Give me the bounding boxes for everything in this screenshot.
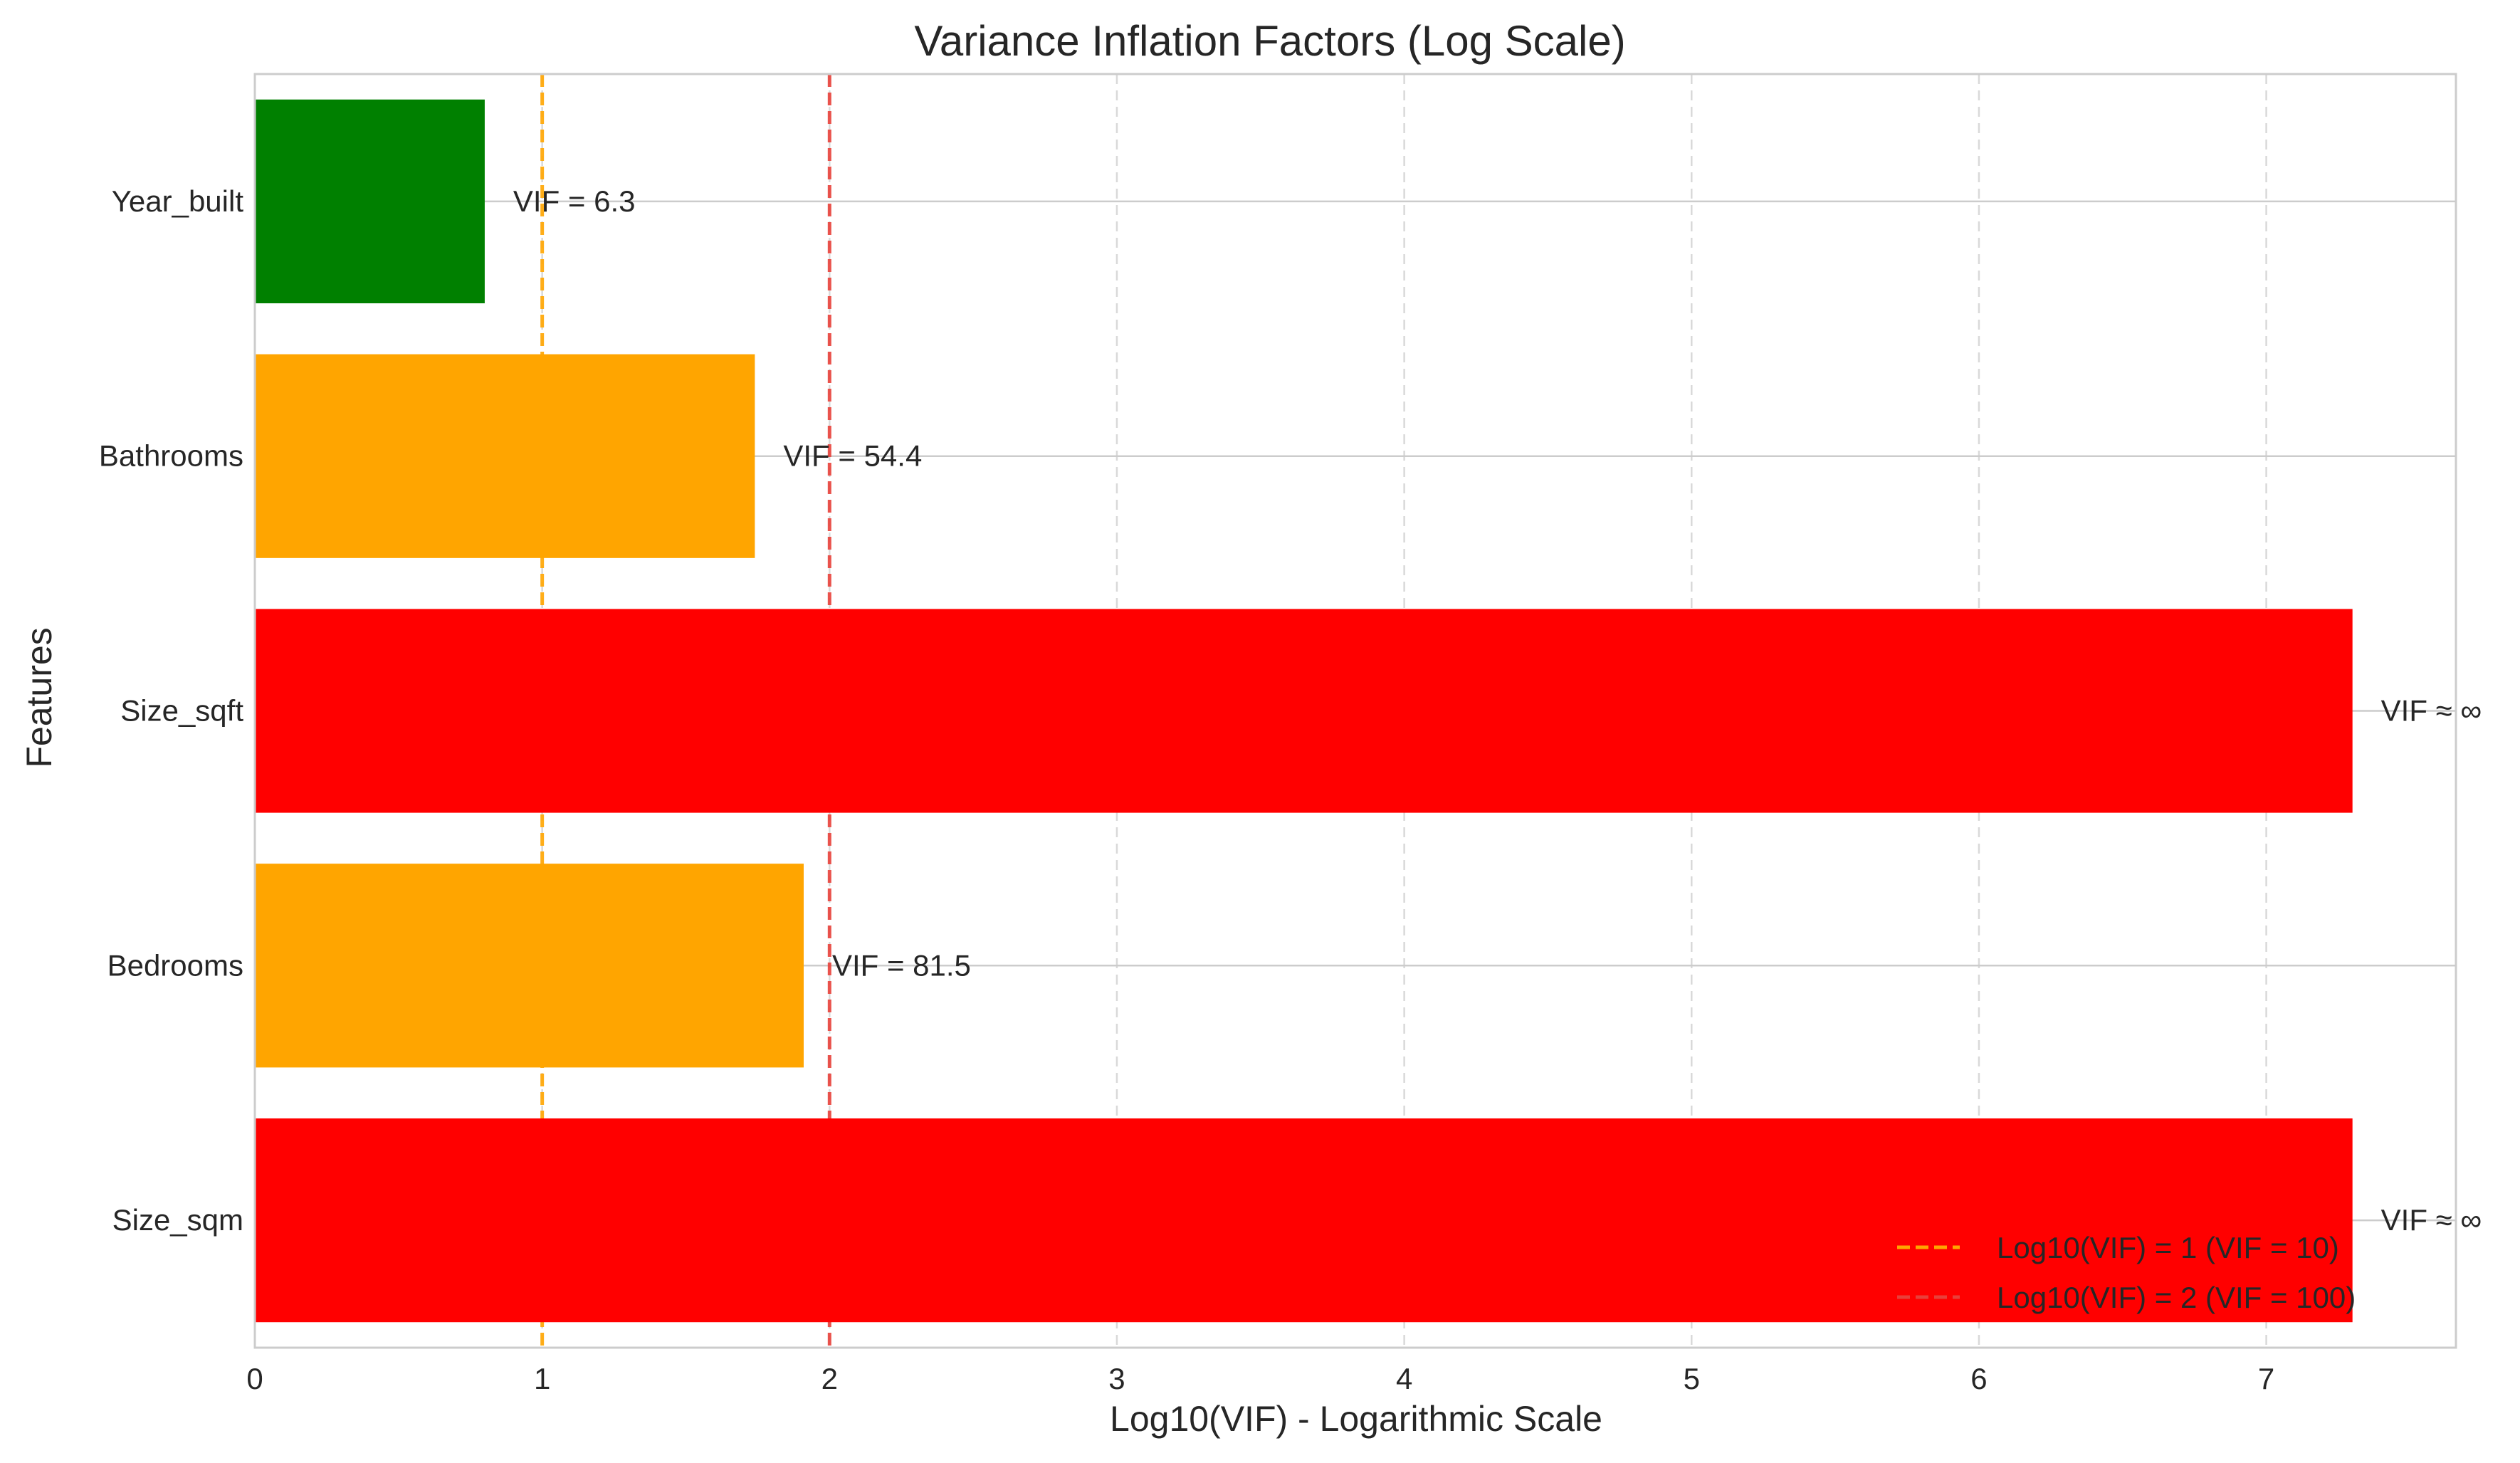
tick-labels: Size_sqm Bedrooms Size_sqft Bathrooms Year_b…	[99, 184, 2274, 1395]
plot-frame	[253, 73, 2457, 1349]
data-label: VIF = 6.3	[513, 184, 636, 218]
bar-bedrooms	[255, 864, 804, 1068]
y-tick-label: Size_sqm	[112, 1203, 243, 1237]
y-tick-label: Size_sqft	[120, 694, 243, 728]
y-tick-label: Year_built	[112, 184, 244, 218]
y-tick-label: Bedrooms	[107, 948, 243, 982]
legend-label: Log10(VIF) = 1 (VIF = 10)	[1997, 1231, 2339, 1264]
plot-border	[253, 73, 2457, 1349]
bar-layer	[255, 99, 2353, 1323]
legend: Log10(VIF) = 1 (VIF = 10) Log10(VIF) = 2 …	[1897, 1231, 2356, 1314]
bar-bathrooms	[255, 354, 755, 558]
x-tick-label: 6	[1970, 1362, 1987, 1395]
data-label: VIF = 81.5	[832, 948, 971, 982]
x-tick-label: 1	[534, 1362, 550, 1395]
x-tick-label: 5	[1684, 1362, 1700, 1395]
data-label: VIF = 54.4	[783, 439, 922, 473]
data-labels: VIF ≈ ∞ VIF = 81.5 VIF ≈ ∞ VIF = 54.4 VIF = …	[513, 184, 2482, 1237]
x-tick-label: 2	[821, 1362, 838, 1395]
y-tick-label: Bathrooms	[99, 439, 243, 473]
x-axis-label: Log10(VIF) - Logarithmic Scale	[1110, 1399, 1602, 1439]
legend-label: Log10(VIF) = 2 (VIF = 100)	[1997, 1281, 2356, 1314]
x-tick-label: 4	[1396, 1362, 1412, 1395]
data-label: VIF ≈ ∞	[2381, 694, 2482, 728]
x-tick-label: 3	[1108, 1362, 1125, 1395]
bar-size-sqm	[255, 1118, 2353, 1323]
x-tick-label: 0	[246, 1362, 263, 1395]
x-tick-label: 7	[2258, 1362, 2274, 1395]
data-label: VIF ≈ ∞	[2381, 1203, 2482, 1237]
chart-title: Variance Inflation Factors (Log Scale)	[914, 17, 1625, 65]
bar-year-built	[255, 99, 485, 304]
y-axis-label: Features	[19, 627, 59, 767]
bar-size-sqft	[255, 609, 2353, 813]
